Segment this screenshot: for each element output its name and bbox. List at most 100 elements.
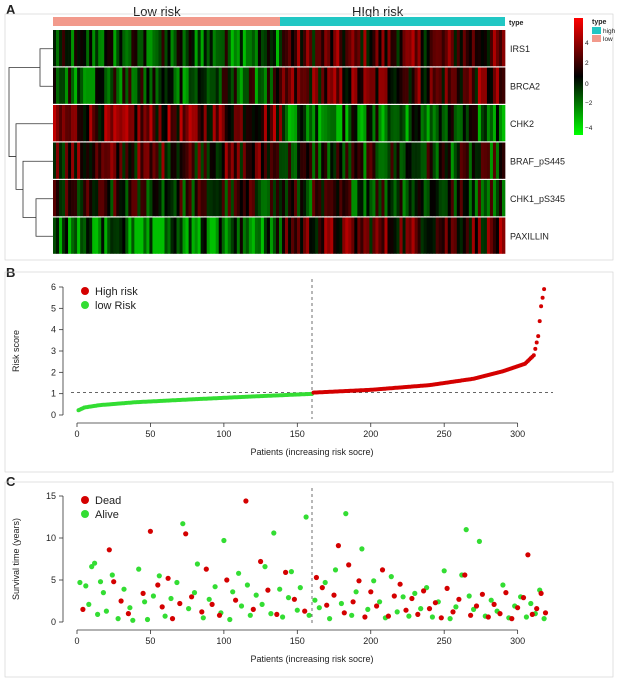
survival-point [438,615,444,621]
heatmap-cell [221,105,226,142]
survival-point [162,613,168,619]
heatmap-cell [119,30,123,67]
heatmap-cell [173,217,177,254]
heatmap-cell [489,217,494,254]
heatmap-cell [149,67,153,104]
heatmap-cell [372,180,376,217]
heatmap-cell [339,180,343,217]
heatmap-cell [218,180,223,217]
heatmap-cell [170,105,174,142]
heatmap-cell [113,180,117,217]
heatmap-cell [203,105,208,142]
survival-x-tick-label: 200 [363,636,378,646]
heatmap-row-label: IRS1 [510,44,530,54]
heatmap-cell [282,30,286,67]
survival-x-tick-label: 150 [290,636,305,646]
heatmap-cell [53,30,57,67]
survival-point [385,613,391,619]
survival-point [391,593,397,599]
heatmap-cell [453,105,458,142]
panel-a-frame [4,13,614,261]
heatmap-cell [450,105,455,142]
heatmap-cell [501,180,506,217]
survival-point [186,606,192,612]
heatmap-cell [119,217,123,254]
heatmap-cell [456,142,461,179]
heatmap-cell [239,67,244,104]
heatmap-cell [378,142,382,179]
heatmap-cell [378,105,382,142]
survival-point [147,528,153,534]
heatmap-cell [212,217,217,254]
heatmap-cell [218,30,223,67]
survival-point [509,616,515,622]
survival-legend-marker [81,510,89,518]
survival-point [130,617,136,623]
heatmap-cell [152,105,156,142]
heatmap-cell [230,30,235,67]
heatmap-cell [242,180,247,217]
heatmap-cell [474,217,479,254]
heatmap-cell [206,217,211,254]
heatmap-cell [312,105,316,142]
survival-point [447,616,453,622]
heatmap-cell [471,217,476,254]
heatmap-cell [128,142,132,179]
heatmap-cell [477,105,482,142]
heatmap-cell [254,217,259,254]
heatmap-cell [164,105,168,142]
heatmap-cell [110,142,114,179]
survival-point [77,579,83,586]
heatmap-cell [197,67,201,104]
heatmap-cell [230,67,235,104]
heatmap-cell [203,180,208,217]
heatmap-cell [465,142,470,179]
heatmap-cell [182,217,186,254]
survival-point [397,581,403,587]
heatmap-cell [53,142,57,179]
heatmap-cell [318,105,322,142]
heatmap-cell [182,105,186,142]
heatmap-cell [294,105,298,142]
heatmap-cell [414,105,418,142]
survival-point [125,611,131,617]
heatmap-cell [375,180,379,217]
heatmap-cell [179,180,183,217]
type-bar-label: type [509,20,524,27]
heatmap-cell [107,217,111,254]
heatmap-cell [215,30,220,67]
heatmap-cell [432,30,437,67]
heatmap-cell [155,180,159,217]
heatmap-row-chk2 [53,105,506,142]
survival-point [111,579,117,585]
heatmap-cell [453,30,458,67]
heatmap-cell [387,30,391,67]
heatmap-cell [119,180,123,217]
heatmap-cell [266,217,271,254]
heatmap-cell [327,30,331,67]
heatmap-cell [363,142,367,179]
heatmap-cell [501,30,506,67]
heatmap-cell [393,105,397,142]
heatmap-cell [492,142,497,179]
heatmap-cell [56,30,60,67]
survival-point [227,616,233,623]
heatmap-cell [92,30,96,67]
heatmap-cell [149,142,153,179]
heatmap-cell [399,105,403,142]
heatmap-cell [185,105,189,142]
heatmap-cell [98,180,102,217]
heatmap-cell [263,67,268,104]
survival-point [150,593,156,599]
survival-point [343,510,349,517]
heatmap-cell [396,142,400,179]
heatmap-cell [498,180,503,217]
survival-point [97,579,104,585]
heatmap-cell [59,142,63,179]
heatmap-cell [239,30,244,67]
heatmap-cell [203,30,208,67]
heatmap-cell [447,67,452,104]
heatmap-cell [98,142,102,179]
heatmap-cell [285,180,289,217]
heatmap-cell [209,105,214,142]
